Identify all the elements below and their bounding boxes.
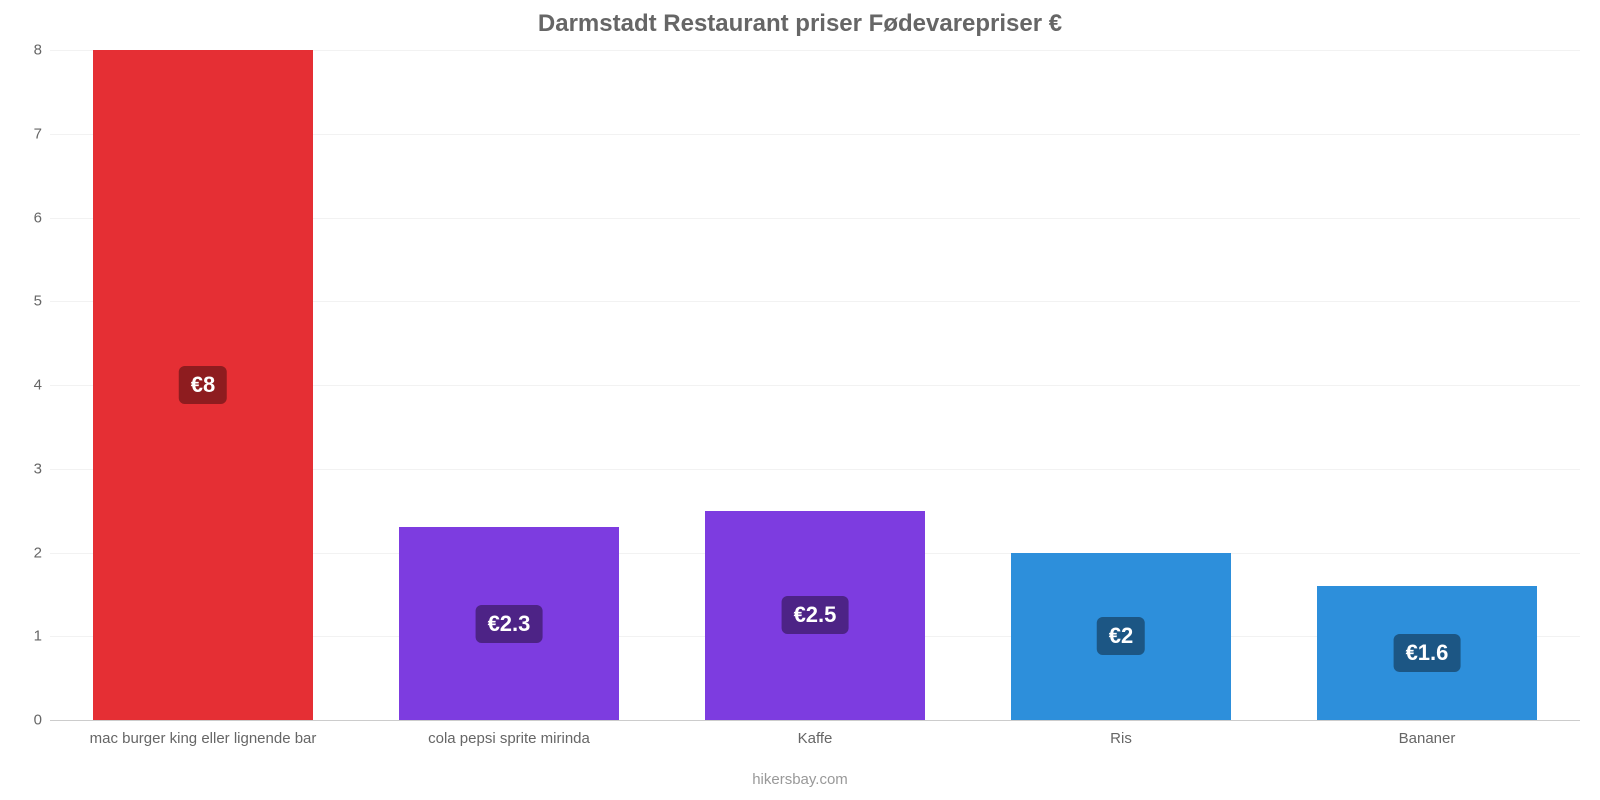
bar-slot: €8mac burger king eller lignende bar (50, 50, 356, 720)
x-tick-label: Kaffe (798, 720, 833, 747)
y-tick-label: 7 (34, 125, 50, 142)
y-tick-label: 1 (34, 628, 50, 645)
x-tick-label: cola pepsi sprite mirinda (428, 720, 590, 747)
bar: €2.3 (399, 527, 619, 720)
x-tick-label: Ris (1110, 720, 1132, 747)
chart-title: Darmstadt Restaurant priser Fødevarepris… (0, 0, 1600, 38)
bar: €1.6 (1317, 586, 1537, 720)
y-tick-label: 6 (34, 209, 50, 226)
bar-value-label: €2 (1097, 617, 1145, 655)
bar-value-label: €1.6 (1394, 634, 1461, 672)
credit-text: hikersbay.com (0, 771, 1600, 788)
y-tick-label: 8 (34, 42, 50, 59)
y-tick-label: 0 (34, 712, 50, 729)
bar-value-label: €8 (179, 366, 227, 404)
plot-area: 012345678€8mac burger king eller lignend… (50, 50, 1580, 720)
bar-value-label: €2.5 (782, 596, 849, 634)
y-tick-label: 2 (34, 544, 50, 561)
y-tick-label: 5 (34, 293, 50, 310)
bar-slot: €2Ris (968, 50, 1274, 720)
bar: €8 (93, 50, 313, 720)
bar: €2 (1011, 553, 1231, 721)
x-tick-label: Bananer (1399, 720, 1456, 747)
y-tick-label: 4 (34, 377, 50, 394)
bar-value-label: €2.3 (476, 605, 543, 643)
bar-slot: €1.6Bananer (1274, 50, 1580, 720)
bar: €2.5 (705, 511, 925, 720)
price-bar-chart: Darmstadt Restaurant priser Fødevarepris… (0, 0, 1600, 800)
x-tick-label: mac burger king eller lignende bar (90, 720, 317, 747)
bar-slot: €2.5Kaffe (662, 50, 968, 720)
y-tick-label: 3 (34, 460, 50, 477)
bar-slot: €2.3cola pepsi sprite mirinda (356, 50, 662, 720)
